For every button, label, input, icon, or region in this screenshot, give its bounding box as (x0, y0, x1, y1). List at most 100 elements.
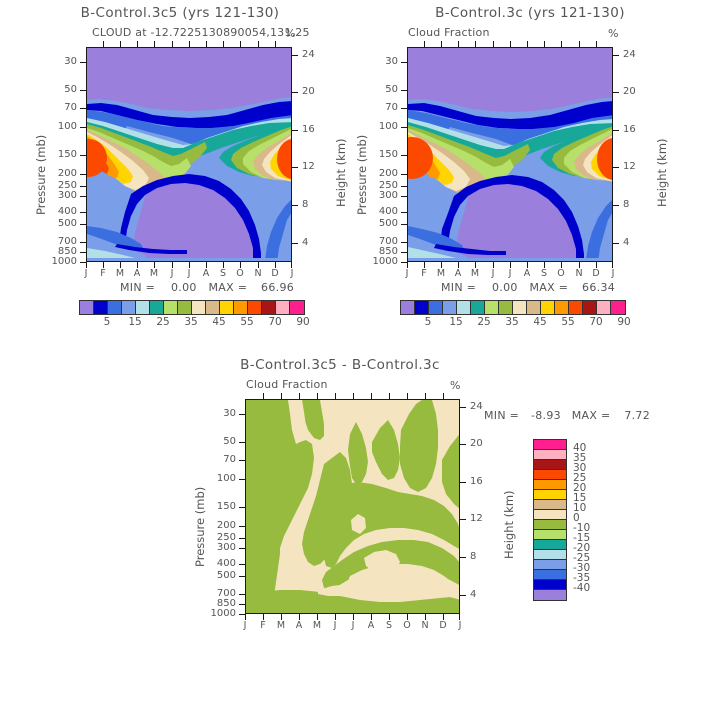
colorbar-swatch-15 (611, 301, 625, 314)
legend-label-0: 40 (573, 442, 587, 454)
colorbar-label-6: 70 (589, 316, 603, 328)
panel-right-colorbar (400, 300, 626, 315)
legend-label-10: -20 (573, 542, 591, 554)
legend-label-6: 10 (573, 502, 587, 514)
colorbar-swatch-12 (569, 301, 583, 314)
colorbar-swatch-4 (457, 301, 471, 314)
panel-left-ylabel-right: Height (km) (334, 138, 348, 207)
colorbar-label-0: 5 (424, 316, 432, 328)
legend-label-1: 35 (573, 452, 587, 464)
min-label: MIN = (120, 281, 156, 294)
min-value: 0.00 (491, 281, 518, 294)
legend-label-14: -40 (573, 582, 591, 594)
legend-swatch-7 (534, 510, 566, 520)
legend-swatch-14 (534, 580, 566, 590)
colorbar-swatch-3 (122, 301, 136, 314)
colorbar-label-0: 5 (103, 316, 111, 328)
colorbar-swatch-11 (555, 301, 569, 314)
panel-right-minmax: MIN = 0.00 MAX = 66.34 (441, 281, 615, 294)
legend-swatch-9 (534, 530, 566, 540)
panel-right-plot (407, 47, 613, 262)
legend-label-7: 0 (573, 512, 580, 524)
colorbar-swatch-10 (220, 301, 234, 314)
max-value: 66.96 (261, 281, 295, 294)
legend-label-9: -15 (573, 532, 591, 544)
legend-label-13: -35 (573, 572, 591, 584)
colorbar-swatch-15 (290, 301, 304, 314)
panel-left-units: % (285, 27, 296, 40)
min-label: MIN = (484, 409, 520, 422)
panel-right-units: % (608, 27, 619, 40)
colorbar-swatch-5 (150, 301, 164, 314)
panel-right-ylabel-right: Height (km) (655, 138, 669, 207)
ptick-100: 100 (57, 121, 77, 132)
ptick-250: 250 (57, 180, 77, 191)
panel-right-title: B-Control.3c (yrs 121-130) (435, 5, 625, 21)
ptick-200: 200 (57, 168, 77, 179)
legend-swatch-1 (534, 450, 566, 460)
panel-left-plot (86, 47, 292, 262)
colorbar-swatch-6 (485, 301, 499, 314)
max-value: 7.72 (624, 409, 651, 422)
colorbar-label-7: 90 (617, 316, 631, 328)
colorbar-label-2: 25 (477, 316, 491, 328)
legend-swatch-3 (534, 470, 566, 480)
ptick-400: 400 (57, 206, 77, 217)
panel-right-contours (408, 48, 612, 261)
colorbar-label-5: 55 (561, 316, 575, 328)
legend-label-2: 30 (573, 462, 587, 474)
ptick-50: 50 (64, 84, 77, 95)
colorbar-swatch-7 (499, 301, 513, 314)
legend-swatch-11 (534, 550, 566, 560)
colorbar-swatch-13 (583, 301, 597, 314)
colorbar-label-6: 70 (268, 316, 282, 328)
colorbar-swatch-7 (178, 301, 192, 314)
colorbar-swatch-9 (206, 301, 220, 314)
colorbar-label-3: 35 (505, 316, 519, 328)
htick-12: 12 (302, 161, 315, 172)
ptick-700: 700 (57, 236, 77, 247)
colorbar-swatch-14 (276, 301, 290, 314)
colorbar-swatch-8 (513, 301, 527, 314)
legend-label-3: 25 (573, 472, 587, 484)
legend-swatch-5 (534, 490, 566, 500)
colorbar-label-1: 15 (449, 316, 463, 328)
panel-diff-contours (246, 400, 459, 613)
htick-24: 24 (302, 49, 315, 60)
legend-swatch-15 (534, 590, 566, 600)
colorbar-label-7: 90 (296, 316, 310, 328)
colorbar-swatch-11 (234, 301, 248, 314)
legend-label-5: 15 (573, 492, 587, 504)
legend-swatch-8 (534, 520, 566, 530)
panel-right-subtitle: Cloud Fraction (408, 26, 490, 39)
panel-left-minmax: MIN = 0.00 MAX = 66.96 (120, 281, 294, 294)
legend-swatch-13 (534, 570, 566, 580)
max-label: MAX = (208, 281, 248, 294)
legend-label-4: 20 (573, 482, 587, 494)
panel-left-title: B-Control.3c5 (yrs 121-130) (80, 5, 280, 21)
panel-diff-plot (245, 399, 460, 614)
panel-left-contours (87, 48, 291, 261)
colorbar-swatch-0 (401, 301, 415, 314)
panel-diff-minmax: MIN = -8.93 MAX = 7.72 (484, 409, 650, 422)
legend-swatch-4 (534, 480, 566, 490)
colorbar-swatch-2 (429, 301, 443, 314)
colorbar-swatch-9 (527, 301, 541, 314)
htick-16: 16 (302, 124, 315, 135)
panel-diff-ylabel: Pressure (mb) (193, 486, 207, 567)
colorbar-label-4: 45 (533, 316, 547, 328)
colorbar-swatch-3 (443, 301, 457, 314)
legend-swatch-6 (534, 500, 566, 510)
min-label: MIN = (441, 281, 477, 294)
legend-swatch-12 (534, 560, 566, 570)
ptick-850: 850 (57, 246, 77, 257)
panel-diff-ylabel-right: Height (km) (502, 490, 516, 559)
panel-diff-title: B-Control.3c5 - B-Control.3c (240, 357, 440, 373)
colorbar-label-2: 25 (156, 316, 170, 328)
panel-right-ylabel: Pressure (mb) (355, 134, 369, 215)
ptick-500: 500 (57, 218, 77, 229)
legend-label-8: -10 (573, 522, 591, 534)
ptick-1000: 1000 (51, 256, 77, 267)
colorbar-swatch-10 (541, 301, 555, 314)
colorbar-label-1: 15 (128, 316, 142, 328)
